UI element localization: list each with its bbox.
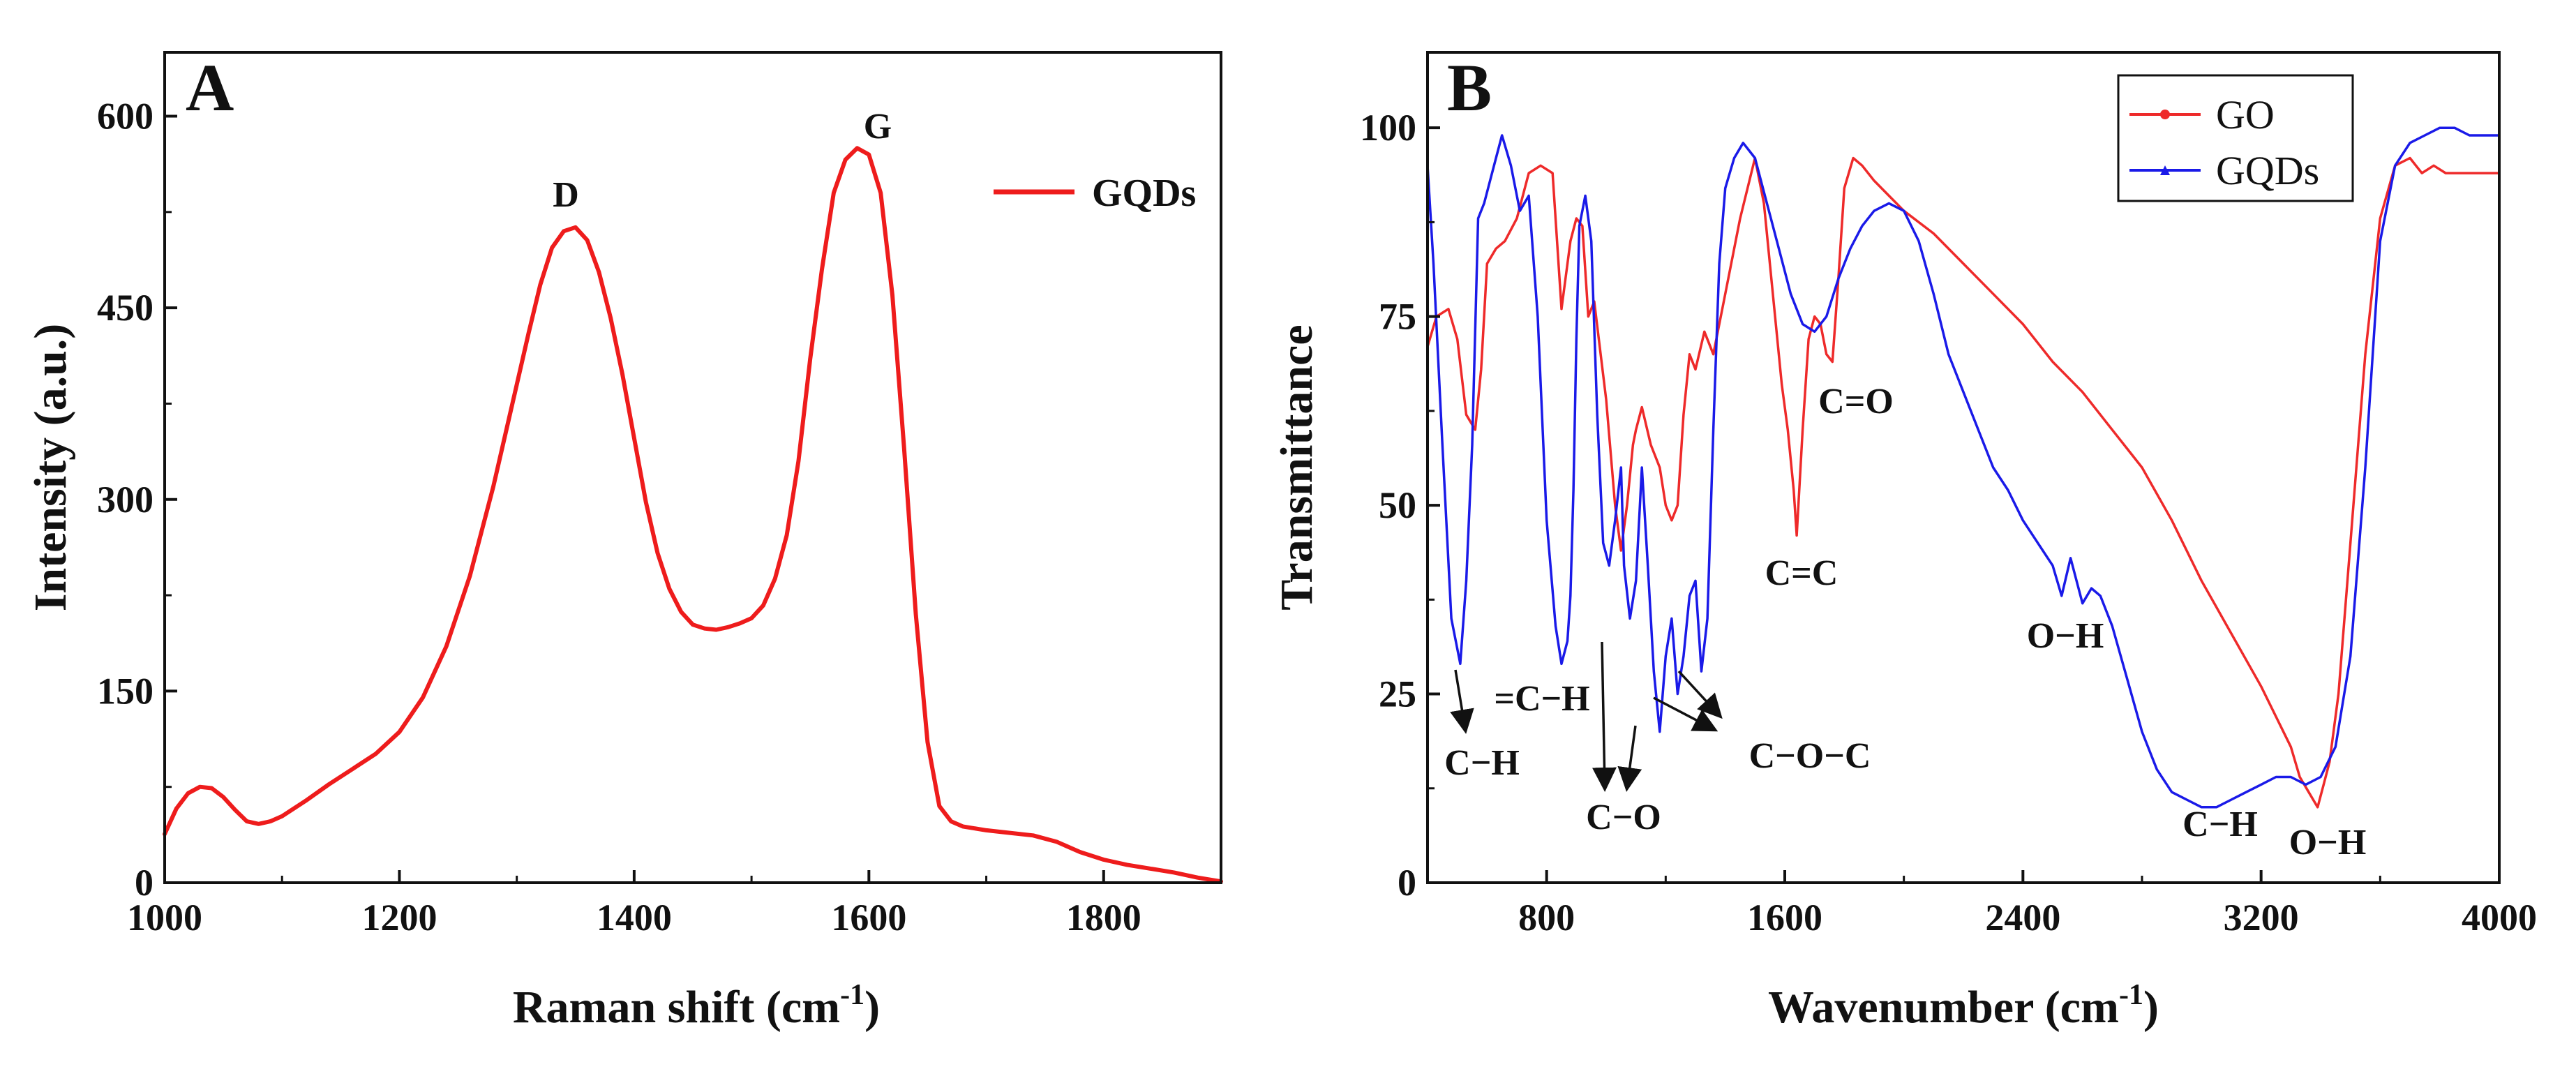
panel-a-series-gqds-line [163,146,1223,884]
panel-b-x-axis-title-end: ) [2143,982,2159,1033]
panel-b-series-gqds-line [1426,126,2501,809]
panel-b-x-axis-title: Wavenumber (cm-1) [1768,979,2159,1033]
panel-b-series-group [1426,126,2501,809]
x-tick-label: 800 [1518,897,1575,939]
panel-a-label: A [186,50,234,125]
panel-b-legend-gqds: GQDs [2216,148,2319,193]
panel-a-x-axis-title: Raman shift (cm-1) [513,979,880,1033]
ann-c-o-c: C−O−C [1749,736,1871,776]
panel-b-y-ticks: 0 25 50 75 100 [1360,107,1440,904]
ann-c-double-o: C=O [1818,382,1894,421]
ann-c-h-left: C−H [1444,743,1520,783]
ann-o-h-right: O−H [2289,823,2367,862]
y-tick-label: 300 [97,479,153,521]
x-tick-label: 1000 [127,897,202,939]
panel-a-raman-chart: 1000 1200 1400 1600 1800 0 150 300 450 600 A D G… [25,50,1223,1033]
panel-a-legend-gqds: GQDs [1092,172,1196,215]
arrow-c-o-1 [1592,641,1617,792]
x-tick-label: 4000 [2462,897,2537,939]
y-tick-label: 150 [97,670,153,712]
panel-b-plot-frame [1426,51,2501,884]
panel-a-series-group [163,146,1223,884]
panel-b-series-go-line [1426,156,2501,809]
arrow-c-o-c-1 [1653,696,1718,732]
x-tick-label: 1600 [1747,897,1822,939]
panel-a-y-axis-title: Intensity (a.u.) [25,324,76,612]
panel-b-x-axis-title-main: Wavenumber (cm [1768,982,2119,1033]
x-tick-label: 1400 [597,897,672,939]
x-tick-label: 1600 [831,897,906,939]
panel-b-label: B [1447,50,1492,125]
panel-a-x-axis-title-sup: -1 [840,979,864,1011]
panel-a-x-axis-title-end: ) [864,982,880,1033]
y-tick-label: 25 [1379,673,1416,715]
panel-b-ftir-chart: 800 1600 2400 3200 4000 0 25 50 75 100 B GO GQDs… [1271,50,2537,1033]
ann-eq-c-h: =C−H [1494,679,1589,719]
panel-a-plot-frame [163,51,1222,884]
ann-o-h-mid: O−H [2027,616,2104,656]
panel-b-legend-gqds-marker [2160,165,2170,175]
panel-b-legend-go-marker [2160,110,2170,119]
panel-b-x-axis-title-sup: -1 [2119,979,2143,1011]
y-tick-label: 50 [1379,484,1416,526]
arrow-c-o-c-2 [1677,670,1723,719]
y-tick-label: 0 [1398,862,1416,904]
arrow-c-o-2 [1617,725,1642,792]
panel-b-legend-go: GO [2216,92,2275,137]
panel-a-legend: GQDs [994,172,1196,215]
panel-b-legend-box [2117,74,2354,202]
y-tick-label: 0 [135,862,153,904]
panel-b-x-ticks: 800 1600 2400 3200 4000 [1518,870,2537,939]
arrow-c-h-left [1450,669,1474,734]
panel-a-x-axis-title-main: Raman shift (cm [513,982,840,1033]
y-tick-label: 75 [1379,296,1416,338]
peak-g-label: G [864,107,892,147]
ann-c-h-right: C−H [2182,805,2258,844]
x-tick-label: 1800 [1066,897,1141,939]
y-tick-label: 100 [1360,107,1416,149]
panel-a-y-ticks: 0 150 300 450 600 [97,96,177,904]
peak-d-label: D [553,175,579,215]
ann-c-o: C−O [1586,798,1661,837]
x-tick-label: 1200 [361,897,437,939]
x-tick-label: 2400 [1985,897,2060,939]
panel-b-y-axis-title: Transmittance [1271,324,1322,610]
panel-b-legend: GO GQDs [2117,74,2354,202]
y-tick-label: 450 [97,287,153,329]
panel-a-x-ticks: 1000 1200 1400 1600 1800 [127,870,1141,939]
x-tick-label: 3200 [2224,897,2299,939]
ann-c-double-c: C=C [1765,553,1839,593]
y-tick-label: 600 [97,96,153,137]
